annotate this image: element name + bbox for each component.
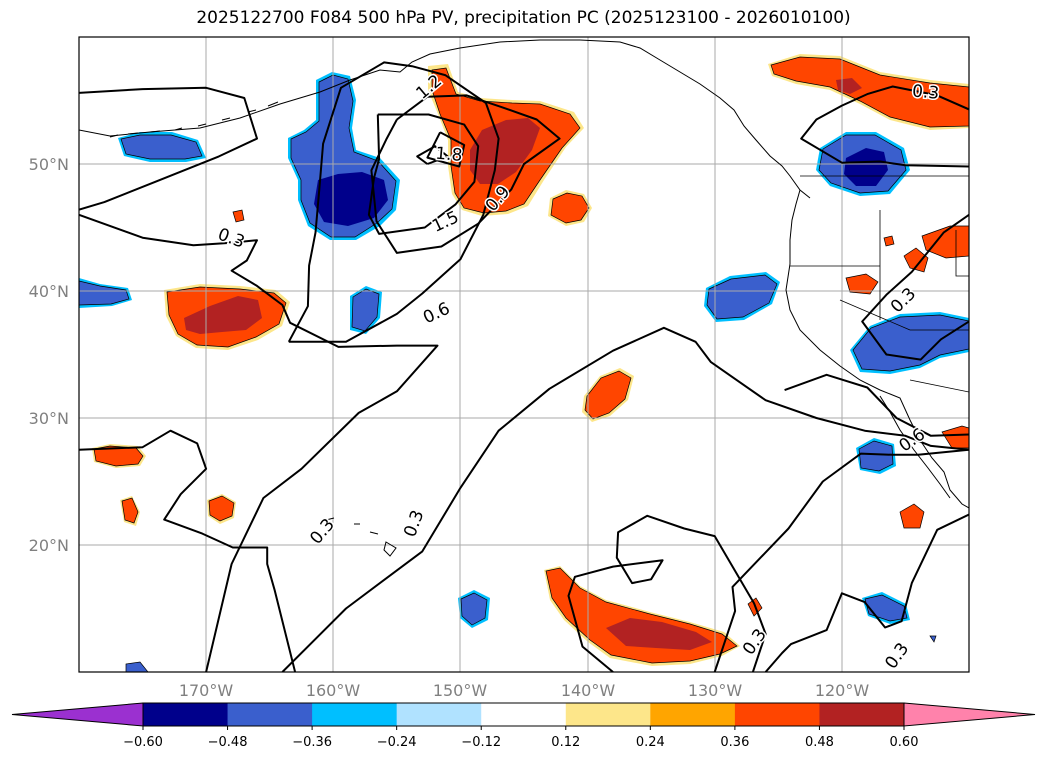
colorbar-frame [142, 702, 905, 727]
colorbar-tick-label: 0.24 [636, 735, 665, 750]
pv-contour-label: 0.6 [896, 424, 930, 456]
colorbar-extend-low [11, 702, 144, 727]
pv-contour-label: 1.8 [435, 144, 464, 166]
colorbar-tick-label: 0.36 [720, 735, 749, 750]
pv-contour-line [713, 448, 969, 672]
lon-tick-label: 170°W [179, 681, 234, 700]
pv-contour-line [784, 373, 969, 437]
lon-tick-label: 160°W [306, 681, 361, 700]
precip-neg-blob [852, 314, 969, 372]
colorbar-tick-label: −0.24 [377, 735, 417, 750]
colorbar-segment [396, 703, 482, 726]
colorbar-segment [650, 703, 736, 726]
lon-tick-label: 140°W [561, 681, 616, 700]
colorbar-tick-label: −0.36 [292, 735, 332, 750]
pv-contour-line [287, 61, 500, 343]
colorbar-tick-label: 0.12 [551, 735, 580, 750]
colorbar-segment [481, 703, 567, 726]
precip-neg-blob [706, 274, 778, 320]
colorbar-segment [143, 703, 229, 726]
precip-neg-blob [120, 134, 203, 160]
precip-neg-blob [858, 440, 894, 472]
alaska-coast [79, 39, 811, 199]
pv-contour-label: 0.3 [911, 81, 940, 103]
precip-neg-core [844, 148, 888, 186]
precip-neg-blob [929, 635, 937, 643]
lon-tick-label: 130°W [688, 681, 743, 700]
aleutian-islands [109, 101, 279, 138]
pv-contour-label: 0.3 [739, 625, 771, 659]
lat-tick-label: 50°N [29, 155, 69, 174]
pv-contour-label: 1.5 [429, 207, 462, 237]
colorbar-tick-label: −0.60 [123, 735, 163, 750]
pv-contour-line [367, 113, 480, 235]
precip-pos-blob [121, 497, 139, 524]
colorbar-tick-label: −0.48 [208, 735, 248, 750]
borders [790, 175, 969, 393]
pv-contour-label: 0.3 [400, 508, 428, 540]
precip-pos-blob [941, 425, 969, 449]
colorbar-tick-label: 0.48 [805, 735, 834, 750]
colorbar-segment [227, 703, 313, 726]
pv-contour-label: 0.3 [881, 639, 913, 673]
colorbar-segment [312, 703, 398, 726]
precip-pos-blob [208, 495, 235, 522]
pv-contour-line [79, 213, 439, 672]
pv-contour-line [79, 429, 297, 672]
pv-contour-line [416, 145, 449, 165]
precip-pos-core [184, 296, 262, 334]
colorbar-tick-label: 0.60 [890, 735, 919, 750]
pv-contours [79, 61, 969, 672]
precip-pos-blob [883, 235, 895, 247]
lat-tick-label: 30°N [29, 409, 69, 428]
lon-tick-label: 150°W [433, 681, 488, 700]
chart-title: 2025122700 F084 500 hPa PV, precipitatio… [196, 8, 851, 28]
pv-contour-line [800, 85, 969, 168]
colorbar: −0.60 −0.48 −0.36 −0.24 −0.12 0.12 0.24 0.36 0.4… [11, 702, 1036, 750]
pv-contour-line [567, 514, 767, 672]
lon-tick-label: 120°W [815, 681, 870, 700]
na-west-coast [785, 189, 969, 509]
precip-pos-blob [770, 56, 969, 128]
state-lines [790, 210, 969, 393]
precip-neg-blob [460, 592, 488, 626]
pv-contour-line [764, 513, 969, 672]
lat-tick-label: 40°N [29, 282, 69, 301]
precip-pos-blob [899, 503, 925, 529]
precip-shading [92, 54, 969, 666]
pv-contour-label: 0.3 [215, 225, 247, 253]
hawaii-islands [325, 517, 397, 557]
lon-axis: 170°W 160°W 150°W 140°W 130°W 120°W [179, 681, 870, 700]
pv-contour-line [281, 326, 969, 672]
lat-axis: 50°N 40°N 30°N 20°N [29, 155, 69, 555]
pv-contour-line [79, 86, 258, 211]
precip-pos-blob [93, 445, 144, 467]
precip-pos-blob [903, 247, 929, 273]
map-frame [78, 36, 970, 673]
precip-pos-blob [550, 192, 590, 224]
colorbar-extend-high [903, 702, 1036, 727]
precip-pos-core [606, 618, 712, 650]
colorbar-segment [734, 703, 820, 726]
precip-pos-core [470, 118, 540, 184]
precip-neg-blob [125, 661, 149, 672]
pv-contour-label: 0.3 [306, 515, 339, 549]
precip-pos-blob [232, 209, 245, 223]
precip-pos-blob [584, 370, 632, 420]
colorbar-tick-label: −0.12 [461, 735, 501, 750]
precip-shading-negative [79, 72, 969, 672]
pv-contour-line [861, 213, 969, 361]
precip-pos-blob [845, 273, 879, 295]
coastlines [79, 39, 969, 557]
precip-neg-blob [351, 288, 380, 332]
colorbar-segment [565, 703, 651, 726]
colorbar-segment [819, 703, 905, 726]
precip-pos-blob [921, 225, 969, 259]
precip-neg-blob [79, 280, 130, 306]
lat-tick-label: 20°N [29, 536, 69, 555]
pv-contour-label: 0.6 [420, 299, 453, 329]
